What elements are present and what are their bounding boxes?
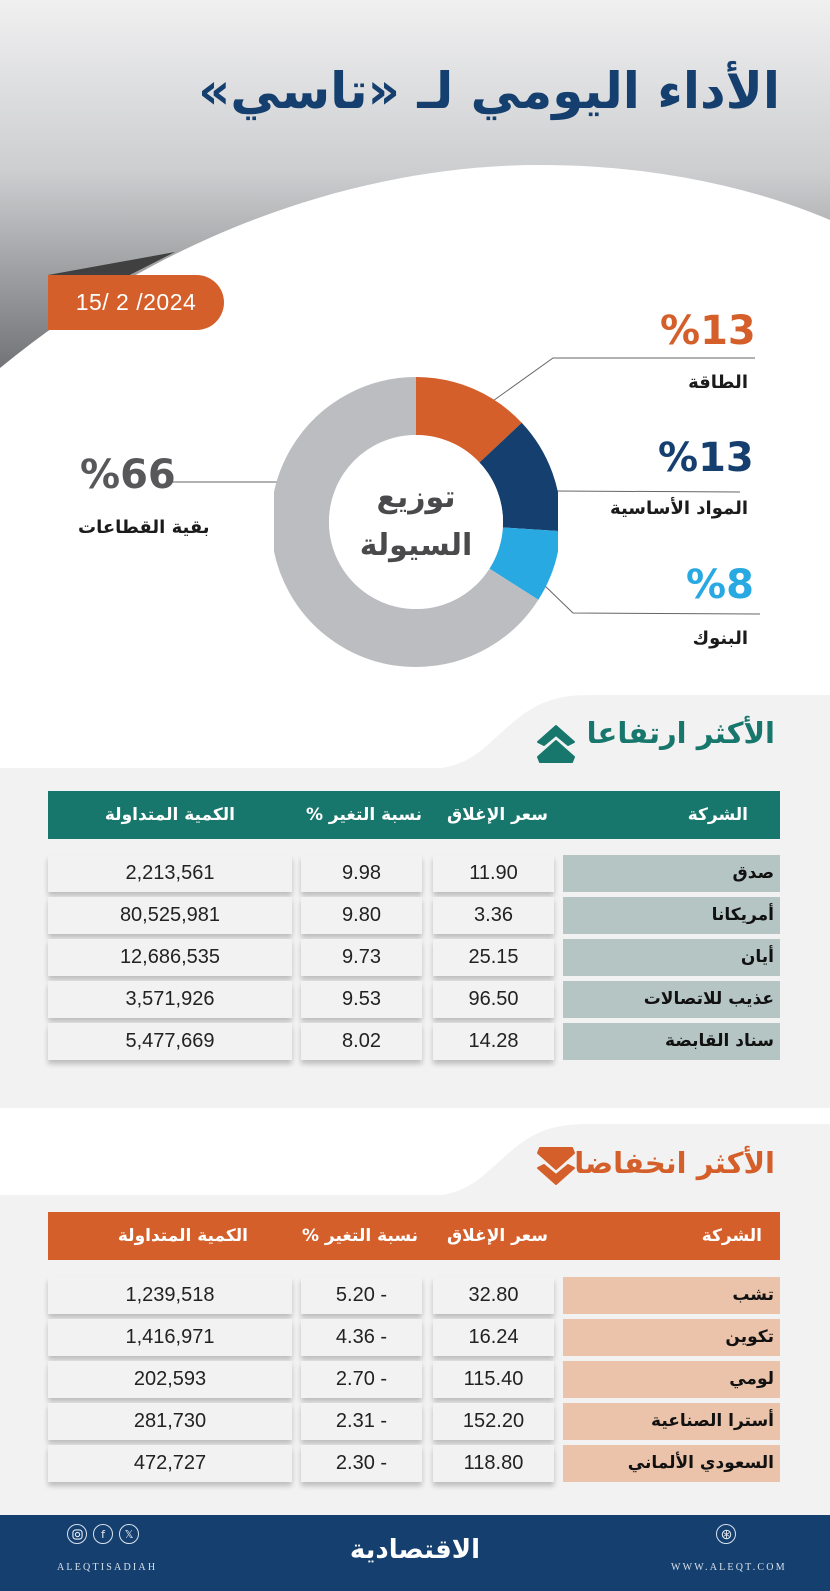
table-row: 472,727 2.30 - 118.80 السعودي الألماني bbox=[48, 1445, 780, 1482]
volume-cell: 80,525,981 bbox=[48, 897, 292, 934]
volume-cell: 3,571,926 bbox=[48, 981, 292, 1018]
table-row: 80,525,981 9.80 3.36 أمريكانا bbox=[48, 897, 780, 934]
website-icon-wrap bbox=[716, 1524, 736, 1544]
table-row: 202,593 2.70 - 115.40 لومي bbox=[48, 1361, 780, 1398]
date-badge: 15/ 2 /2024 bbox=[48, 275, 224, 330]
column-header-company: الشركة bbox=[687, 805, 748, 825]
double-chevron-up-icon bbox=[537, 725, 575, 763]
column-header-change: نسبة التغير % bbox=[305, 805, 422, 825]
company-cell: صدق bbox=[563, 855, 780, 892]
column-header-company: الشركة bbox=[701, 1226, 762, 1246]
close-cell: 152.20 bbox=[433, 1403, 554, 1440]
column-header-close: سعر الإغلاق bbox=[446, 805, 548, 825]
table-row: 1,416,971 4.36 - 16.24 تكوين bbox=[48, 1319, 780, 1356]
brand-logo: الاقتصادية bbox=[349, 1535, 481, 1565]
volume-cell: 5,477,669 bbox=[48, 1023, 292, 1060]
globe-icon[interactable] bbox=[716, 1524, 736, 1544]
change-cell: 2.30 - bbox=[301, 1445, 422, 1482]
change-cell: 9.80 bbox=[301, 897, 422, 934]
volume-cell: 1,239,518 bbox=[48, 1277, 292, 1314]
column-header-close: سعر الإغلاق bbox=[446, 1226, 548, 1246]
volume-cell: 472,727 bbox=[48, 1445, 292, 1482]
close-cell: 32.80 bbox=[433, 1277, 554, 1314]
company-cell: أمريكانا bbox=[563, 897, 780, 934]
close-cell: 11.90 bbox=[433, 855, 554, 892]
gainers-table: الشركة سعر الإغلاق نسبة التغير % الكمية … bbox=[48, 791, 780, 1060]
company-cell: أسترا الصناعية bbox=[563, 1403, 780, 1440]
company-cell: عذيب للاتصالات bbox=[563, 981, 780, 1018]
materials-percentage: %13 bbox=[658, 435, 754, 481]
change-cell: 9.98 bbox=[301, 855, 422, 892]
change-cell: 9.73 bbox=[301, 939, 422, 976]
table-row: 3,571,926 9.53 96.50 عذيب للاتصالات bbox=[48, 981, 780, 1018]
close-cell: 25.15 bbox=[433, 939, 554, 976]
column-header-change: نسبة التغير % bbox=[301, 1226, 418, 1246]
social-icons: f 𝕏 bbox=[67, 1524, 139, 1544]
company-cell: تشب bbox=[563, 1277, 780, 1314]
facebook-icon[interactable]: f bbox=[93, 1524, 113, 1544]
website-link[interactable]: WWW.ALEQT.COM bbox=[671, 1562, 787, 1573]
losers-title: الأكثر انخفاضا bbox=[574, 1146, 775, 1180]
double-chevron-down-icon bbox=[537, 1147, 575, 1185]
social-handle: ALEQTISADIAH bbox=[57, 1562, 158, 1573]
table-row: 1,239,518 5.20 - 32.80 تشب bbox=[48, 1277, 780, 1314]
header-banner: الأداء اليومي لـ «تاسي» 15/ 2 /2024 bbox=[0, 0, 830, 380]
change-cell: 2.31 - bbox=[301, 1403, 422, 1440]
close-cell: 14.28 bbox=[433, 1023, 554, 1060]
column-header-volume: الكمية المتداولة bbox=[104, 805, 235, 825]
x-icon[interactable]: 𝕏 bbox=[119, 1524, 139, 1544]
change-cell: 5.20 - bbox=[301, 1277, 422, 1314]
close-cell: 96.50 bbox=[433, 981, 554, 1018]
gainers-tab-shape bbox=[0, 695, 830, 770]
close-cell: 115.40 bbox=[433, 1361, 554, 1398]
materials-label: المواد الأساسية bbox=[610, 498, 748, 519]
close-cell: 3.36 bbox=[433, 897, 554, 934]
energy-label: الطاقة bbox=[688, 372, 748, 393]
losers-tab-shape bbox=[0, 1124, 830, 1197]
banks-percentage: %8 bbox=[686, 562, 754, 608]
close-cell: 118.80 bbox=[433, 1445, 554, 1482]
change-cell: 8.02 bbox=[301, 1023, 422, 1060]
instagram-icon[interactable] bbox=[67, 1524, 87, 1544]
volume-cell: 12,686,535 bbox=[48, 939, 292, 976]
company-cell: سناد القابضة bbox=[563, 1023, 780, 1060]
table-row: 2,213,561 9.98 11.90 صدق bbox=[48, 855, 780, 892]
change-cell: 9.53 bbox=[301, 981, 422, 1018]
donut-center-line1: توزيع bbox=[376, 480, 456, 515]
company-cell: السعودي الألماني bbox=[563, 1445, 780, 1482]
volume-cell: 281,730 bbox=[48, 1403, 292, 1440]
volume-cell: 202,593 bbox=[48, 1361, 292, 1398]
liquidity-donut-chart: توزيع السيولة bbox=[271, 375, 562, 669]
losers-table: الشركة سعر الإغلاق نسبة التغير % الكمية … bbox=[48, 1212, 780, 1482]
footer: f 𝕏 ALEQTISADIAH الاقتصادية WWW.ALEQT.CO… bbox=[0, 1515, 830, 1591]
liquidity-callout-lines bbox=[172, 357, 761, 615]
gainers-table-header: الشركة سعر الإغلاق نسبة التغير % الكمية … bbox=[48, 791, 780, 839]
table-row: 281,730 2.31 - 152.20 أسترا الصناعية bbox=[48, 1403, 780, 1440]
company-cell: لومي bbox=[563, 1361, 780, 1398]
table-row: 5,477,669 8.02 14.28 سناد القابضة bbox=[48, 1023, 780, 1060]
table-row: 12,686,535 9.73 25.15 أيان bbox=[48, 939, 780, 976]
column-header-volume: الكمية المتداولة bbox=[117, 1226, 248, 1246]
donut-center-label: توزيع السيولة bbox=[274, 375, 558, 669]
others-label: بقية القطاعات bbox=[78, 517, 210, 538]
donut-center-line2: السيولة bbox=[359, 528, 473, 563]
donut-svg bbox=[271, 377, 562, 667]
page-title: الأداء اليومي لـ «تاسي» bbox=[198, 62, 780, 120]
company-cell: أيان bbox=[563, 939, 780, 976]
gainers-title: الأكثر ارتفاعا bbox=[586, 716, 775, 750]
volume-cell: 2,213,561 bbox=[48, 855, 292, 892]
change-cell: 4.36 - bbox=[301, 1319, 422, 1356]
others-percentage: %66 bbox=[80, 452, 176, 498]
change-cell: 2.70 - bbox=[301, 1361, 422, 1398]
energy-percentage: %13 bbox=[660, 308, 756, 354]
losers-table-header: الشركة سعر الإغلاق نسبة التغير % الكمية … bbox=[48, 1212, 780, 1260]
close-cell: 16.24 bbox=[433, 1319, 554, 1356]
company-cell: تكوين bbox=[563, 1319, 780, 1356]
volume-cell: 1,416,971 bbox=[48, 1319, 292, 1356]
banks-label: البنوك bbox=[692, 628, 748, 649]
